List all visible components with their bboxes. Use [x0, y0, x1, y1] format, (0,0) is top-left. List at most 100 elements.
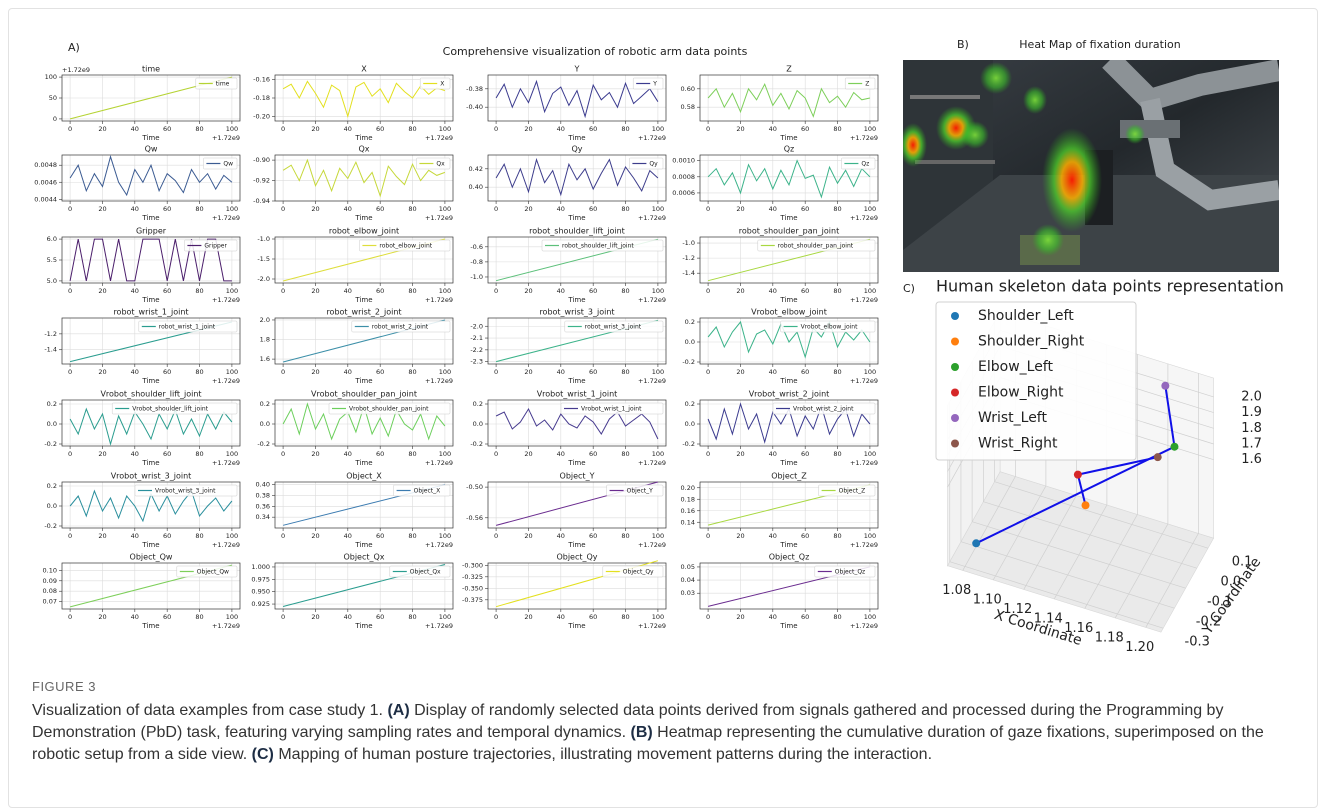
y-tick-label: -1.4: [44, 346, 57, 354]
legend-label: Wrist_Left: [978, 410, 1047, 426]
axes-frame: [61, 481, 241, 529]
x-offset-label: +1.72e9: [212, 296, 240, 304]
y-tick-label: 0.36: [256, 502, 270, 510]
data-line: [282, 158, 446, 198]
x-axis-label: Time: [567, 134, 585, 142]
x-tick-label: 0: [68, 532, 72, 540]
x-tick-label: 100: [652, 532, 664, 540]
x-tick-label: 60: [163, 205, 171, 213]
x-tick-label: 80: [408, 125, 416, 133]
axes-frame: [61, 317, 241, 365]
data-line: [707, 159, 871, 199]
y-tick-label: -1.0: [257, 235, 270, 243]
panel-title: Comprehensive visualization of robotic a…: [443, 45, 748, 58]
legend-label: Qz: [861, 161, 869, 168]
y-tick-label: 0.09: [43, 577, 57, 585]
x-tick-label: 80: [621, 613, 629, 621]
legend-label: Object_Qy: [623, 569, 654, 576]
x-tick-label: 40: [131, 205, 139, 213]
axes-frame: [274, 74, 454, 122]
y-tick-label: 0.2: [685, 318, 695, 326]
x-offset-label: +1.72e9: [850, 459, 878, 467]
axes-frame: [274, 399, 454, 447]
x-tick-label: 20: [311, 450, 319, 458]
x-tick-label: 40: [344, 287, 352, 295]
x-tick-label: 0: [494, 613, 498, 621]
x-tick-label: 40: [131, 532, 139, 540]
legend-label: time: [216, 81, 230, 88]
x-axis-label: Time: [567, 622, 585, 630]
axes-frame: [487, 399, 667, 447]
x-offset-label: +1.72e9: [850, 622, 878, 630]
data-line: [495, 157, 659, 197]
x-tick-label: 20: [524, 613, 532, 621]
figure: A) Comprehensive visualization of roboti…: [34, 38, 1284, 655]
y-tick-label: 1.6: [260, 355, 270, 363]
x-tick-label: 0: [281, 205, 285, 213]
x-tick-label: 20: [736, 450, 744, 458]
x-axis-label: Time: [354, 622, 372, 630]
y-tick-label: -0.8: [470, 258, 483, 266]
x-tick-label: 80: [195, 368, 203, 376]
data-line: [69, 154, 233, 197]
chart-title: Vrobot_wrist_3_joint: [111, 472, 192, 481]
axes-frame: [487, 317, 667, 365]
chart-title: Object_X: [346, 472, 382, 481]
legend-box: [351, 320, 451, 333]
legend-label: Vrobot_wrist_2_joint: [793, 406, 854, 413]
chart-title: robot_shoulder_lift_joint: [529, 227, 625, 236]
y-tick-label: 0.950: [251, 588, 270, 596]
x-tick-label: 60: [589, 532, 597, 540]
grid-line: [992, 485, 1047, 581]
y-tick-label: 6.0: [47, 235, 57, 243]
skeleton-link: [1077, 456, 1158, 476]
panel-title: Heat Map of fixation duration: [1019, 38, 1180, 51]
x-tick-label: 20: [311, 368, 319, 376]
chart-title: Z: [786, 65, 792, 74]
x-tick-label: 20: [98, 613, 106, 621]
chart-title: Object_Z: [771, 472, 807, 481]
x-tick-label: 0: [68, 368, 72, 376]
legend-label: Vrobot_wrist_3_joint: [155, 488, 216, 495]
x-tick-label: 0: [494, 125, 498, 133]
joint-point: [1073, 470, 1082, 479]
y-tick-label: 0.0: [1220, 575, 1241, 590]
grid-line: [1114, 523, 1169, 619]
legend-marker: [951, 388, 959, 397]
y-tick-label: -2.0: [257, 275, 270, 283]
x-axis-label: Time: [779, 377, 797, 385]
y-tick-label: 2.0: [260, 316, 270, 324]
x-tick-label: 100: [864, 287, 876, 295]
y-tick-label: 0: [53, 115, 57, 123]
legend-box: [393, 484, 451, 497]
x-tick-label: 20: [524, 532, 532, 540]
x-tick-label: 80: [408, 613, 416, 621]
y-tick-label: -0.56: [466, 514, 483, 522]
axes-frame: [487, 481, 667, 529]
legend-marker: [951, 363, 959, 371]
x-tick-label: 80: [195, 613, 203, 621]
joint-point: [972, 539, 981, 548]
chart-title: Qw: [145, 145, 158, 154]
legend-label: Gripper: [204, 243, 227, 250]
x-tick-label: 100: [652, 205, 664, 213]
x-tick-label: 0: [494, 450, 498, 458]
y-tick-label: 0.0: [47, 502, 57, 510]
x-tick-label: 100: [226, 613, 238, 621]
y-tick-label: 0.34: [256, 513, 270, 521]
x-tick-label: 40: [344, 125, 352, 133]
x-tick-label: 40: [344, 532, 352, 540]
chart-title: robot_wrist_3_joint: [539, 308, 614, 317]
x-tick-label: 100: [439, 368, 451, 376]
x-tick-label: 1.08: [942, 583, 971, 598]
chart-title: Vrobot_elbow_joint: [751, 308, 827, 317]
axes-frame: [274, 236, 454, 284]
x-axis-label: Time: [354, 459, 372, 467]
y-tick-label: -2.3: [470, 358, 483, 366]
y-tick-label: -2.2: [470, 346, 483, 354]
legend-box: [359, 239, 451, 252]
legend-label: Object_Y: [627, 488, 654, 495]
y-tick-label: -0.2: [1196, 615, 1221, 630]
x-tick-label: 100: [439, 125, 451, 133]
legend-label: Object_Qw: [197, 569, 229, 576]
